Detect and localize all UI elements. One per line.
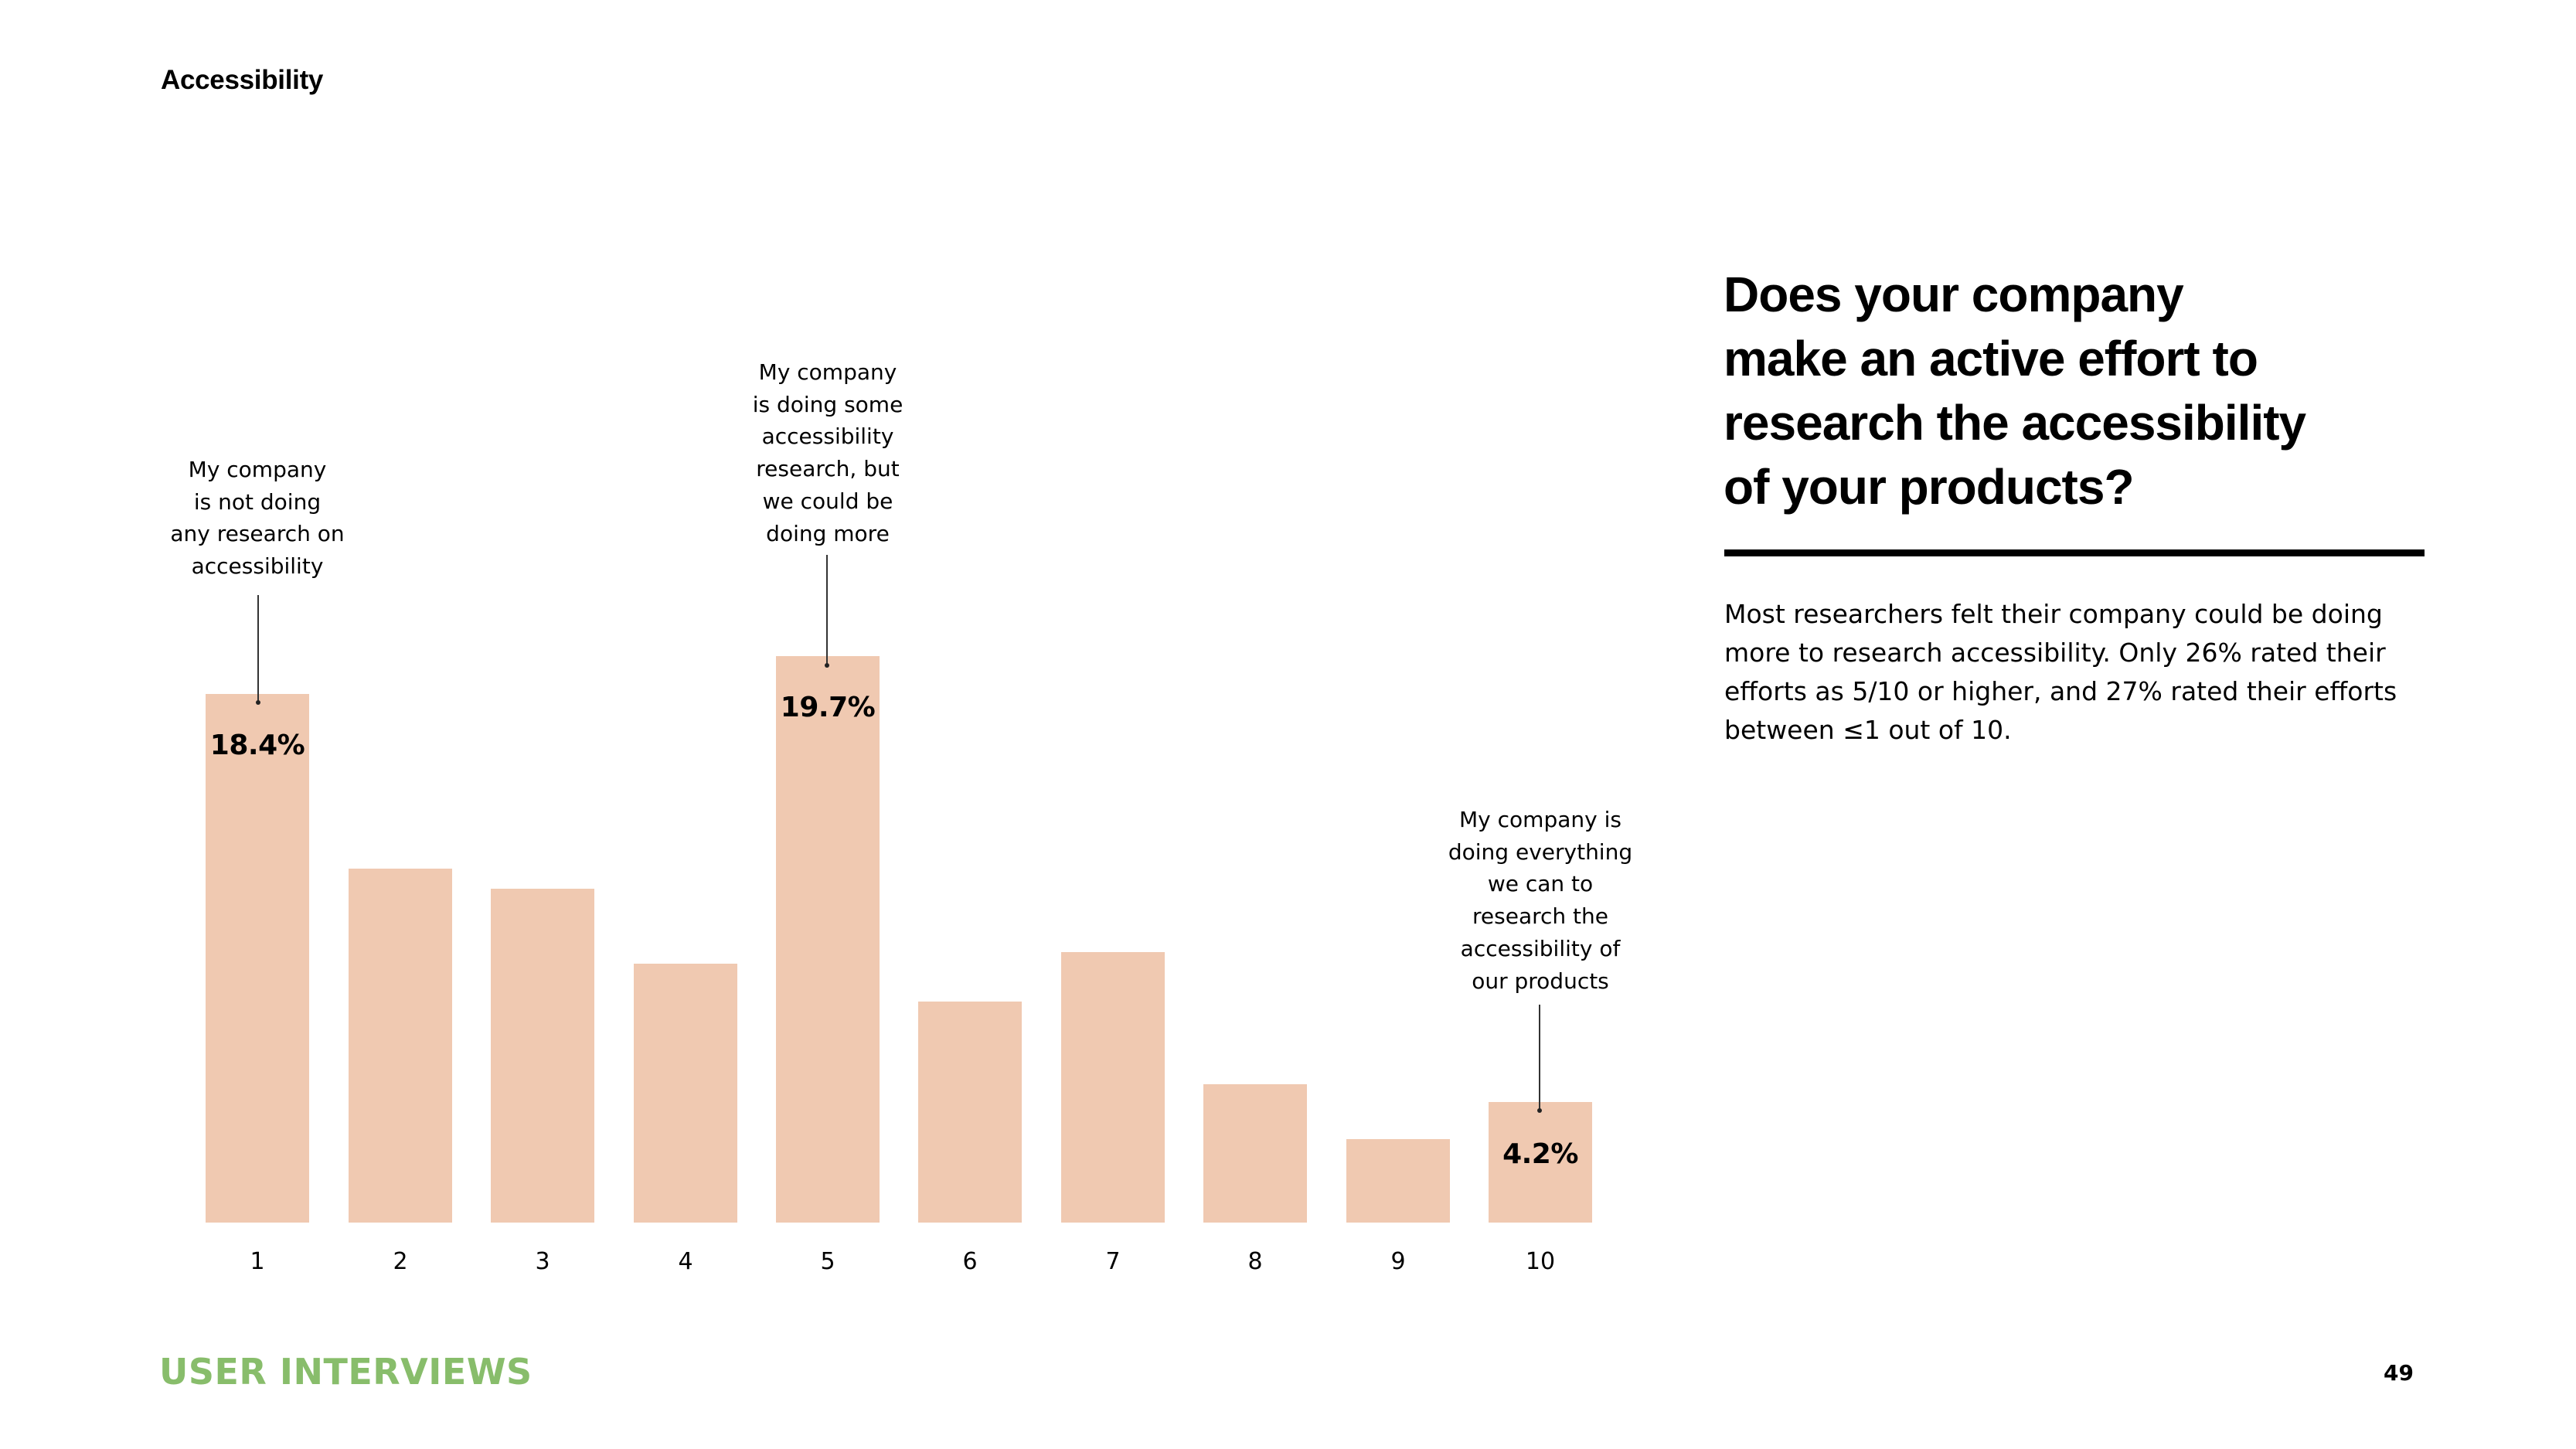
annotation-line: accessibility	[191, 553, 324, 580]
bar-2	[349, 869, 452, 1223]
annotation-line: My company	[188, 457, 327, 482]
bar-1	[206, 693, 309, 1223]
bar-8	[1203, 1084, 1307, 1223]
bar-7	[1061, 952, 1165, 1223]
bar-chart: 1 2 3 4 5 6 7 8 9 10 18.4% 19.7% 4.2% My…	[141, 356, 1656, 1275]
annotation-bar-5: My company is doing some accessibility r…	[712, 356, 944, 549]
annotation-line: we could be	[762, 488, 893, 514]
summary-line: more to research accessibility. Only 26%…	[1724, 638, 2386, 668]
summary-line: Most researchers felt their company coul…	[1724, 599, 2383, 629]
annotation-line: accessibility	[761, 423, 894, 450]
annotation-line: doing everything	[1448, 838, 1633, 865]
leader-dot-bar-1	[256, 700, 260, 705]
question-line: research the accessibility	[1724, 395, 2306, 451]
annotation-line: our products	[1472, 968, 1609, 994]
annotation-line: research, but	[756, 456, 900, 482]
leader-dot-bar-10	[1537, 1108, 1542, 1113]
question-heading: Does your company make an active effort …	[1724, 263, 2450, 519]
bar-10	[1489, 1101, 1592, 1223]
annotation-line: My company is	[1459, 807, 1621, 832]
x-tick-label: 5	[820, 1248, 835, 1275]
x-tick-label: 6	[962, 1248, 978, 1275]
section-title: Accessibility	[161, 65, 324, 95]
x-tick-label: 8	[1247, 1248, 1263, 1275]
annotation-line: any research on	[170, 521, 345, 547]
x-tick-label: 4	[678, 1248, 693, 1275]
value-label-bar-10: 4.2%	[1502, 1138, 1578, 1170]
value-label-bar-1: 18.4%	[209, 730, 305, 761]
annotation-line: research the	[1472, 903, 1608, 930]
brand-logo-text: USER INTERVIEWS	[159, 1351, 533, 1393]
summary-paragraph: Most researchers felt their company coul…	[1724, 595, 2420, 750]
annotation-line: My company	[758, 359, 897, 385]
annotation-line: is doing some	[752, 391, 903, 417]
leader-dot-bar-5	[825, 663, 829, 668]
bar-9	[1346, 1139, 1450, 1223]
x-tick-label: 7	[1105, 1248, 1121, 1275]
annotation-bar-10: My company is doing everything we can to…	[1424, 804, 1656, 997]
bar-5	[776, 656, 880, 1223]
summary-line: efforts as 5/10 or higher, and 27% rated…	[1724, 676, 2397, 706]
annotation-line: we can to	[1487, 871, 1594, 897]
bar-4	[634, 964, 737, 1223]
page-number: 49	[2384, 1360, 2414, 1386]
annotation-line: is not doing	[193, 488, 322, 515]
leader-line-bar-1	[257, 595, 259, 702]
bar-6	[918, 1001, 1022, 1223]
x-tick-label: 2	[393, 1248, 408, 1275]
x-tick-label: 9	[1390, 1248, 1406, 1275]
x-tick-label: 3	[535, 1248, 550, 1275]
x-tick-label: 1	[250, 1248, 265, 1275]
x-tick-label: 10	[1525, 1248, 1556, 1275]
leader-line-bar-10	[1539, 1005, 1540, 1111]
question-line: make an active effort to	[1724, 331, 2258, 386]
annotation-line: doing more	[766, 520, 890, 546]
annotation-bar-1: My company is not doing any research on …	[141, 454, 373, 583]
value-label-bar-5: 19.7%	[780, 692, 876, 723]
leader-line-bar-5	[826, 555, 828, 665]
annotation-line: accessibility of	[1460, 935, 1621, 961]
question-line: of your products?	[1724, 459, 2135, 515]
heading-divider	[1724, 549, 2425, 556]
bar-3	[491, 889, 594, 1223]
summary-line: between ≤1 out of 10.	[1724, 715, 2012, 745]
question-line: Does your company	[1724, 267, 2184, 322]
